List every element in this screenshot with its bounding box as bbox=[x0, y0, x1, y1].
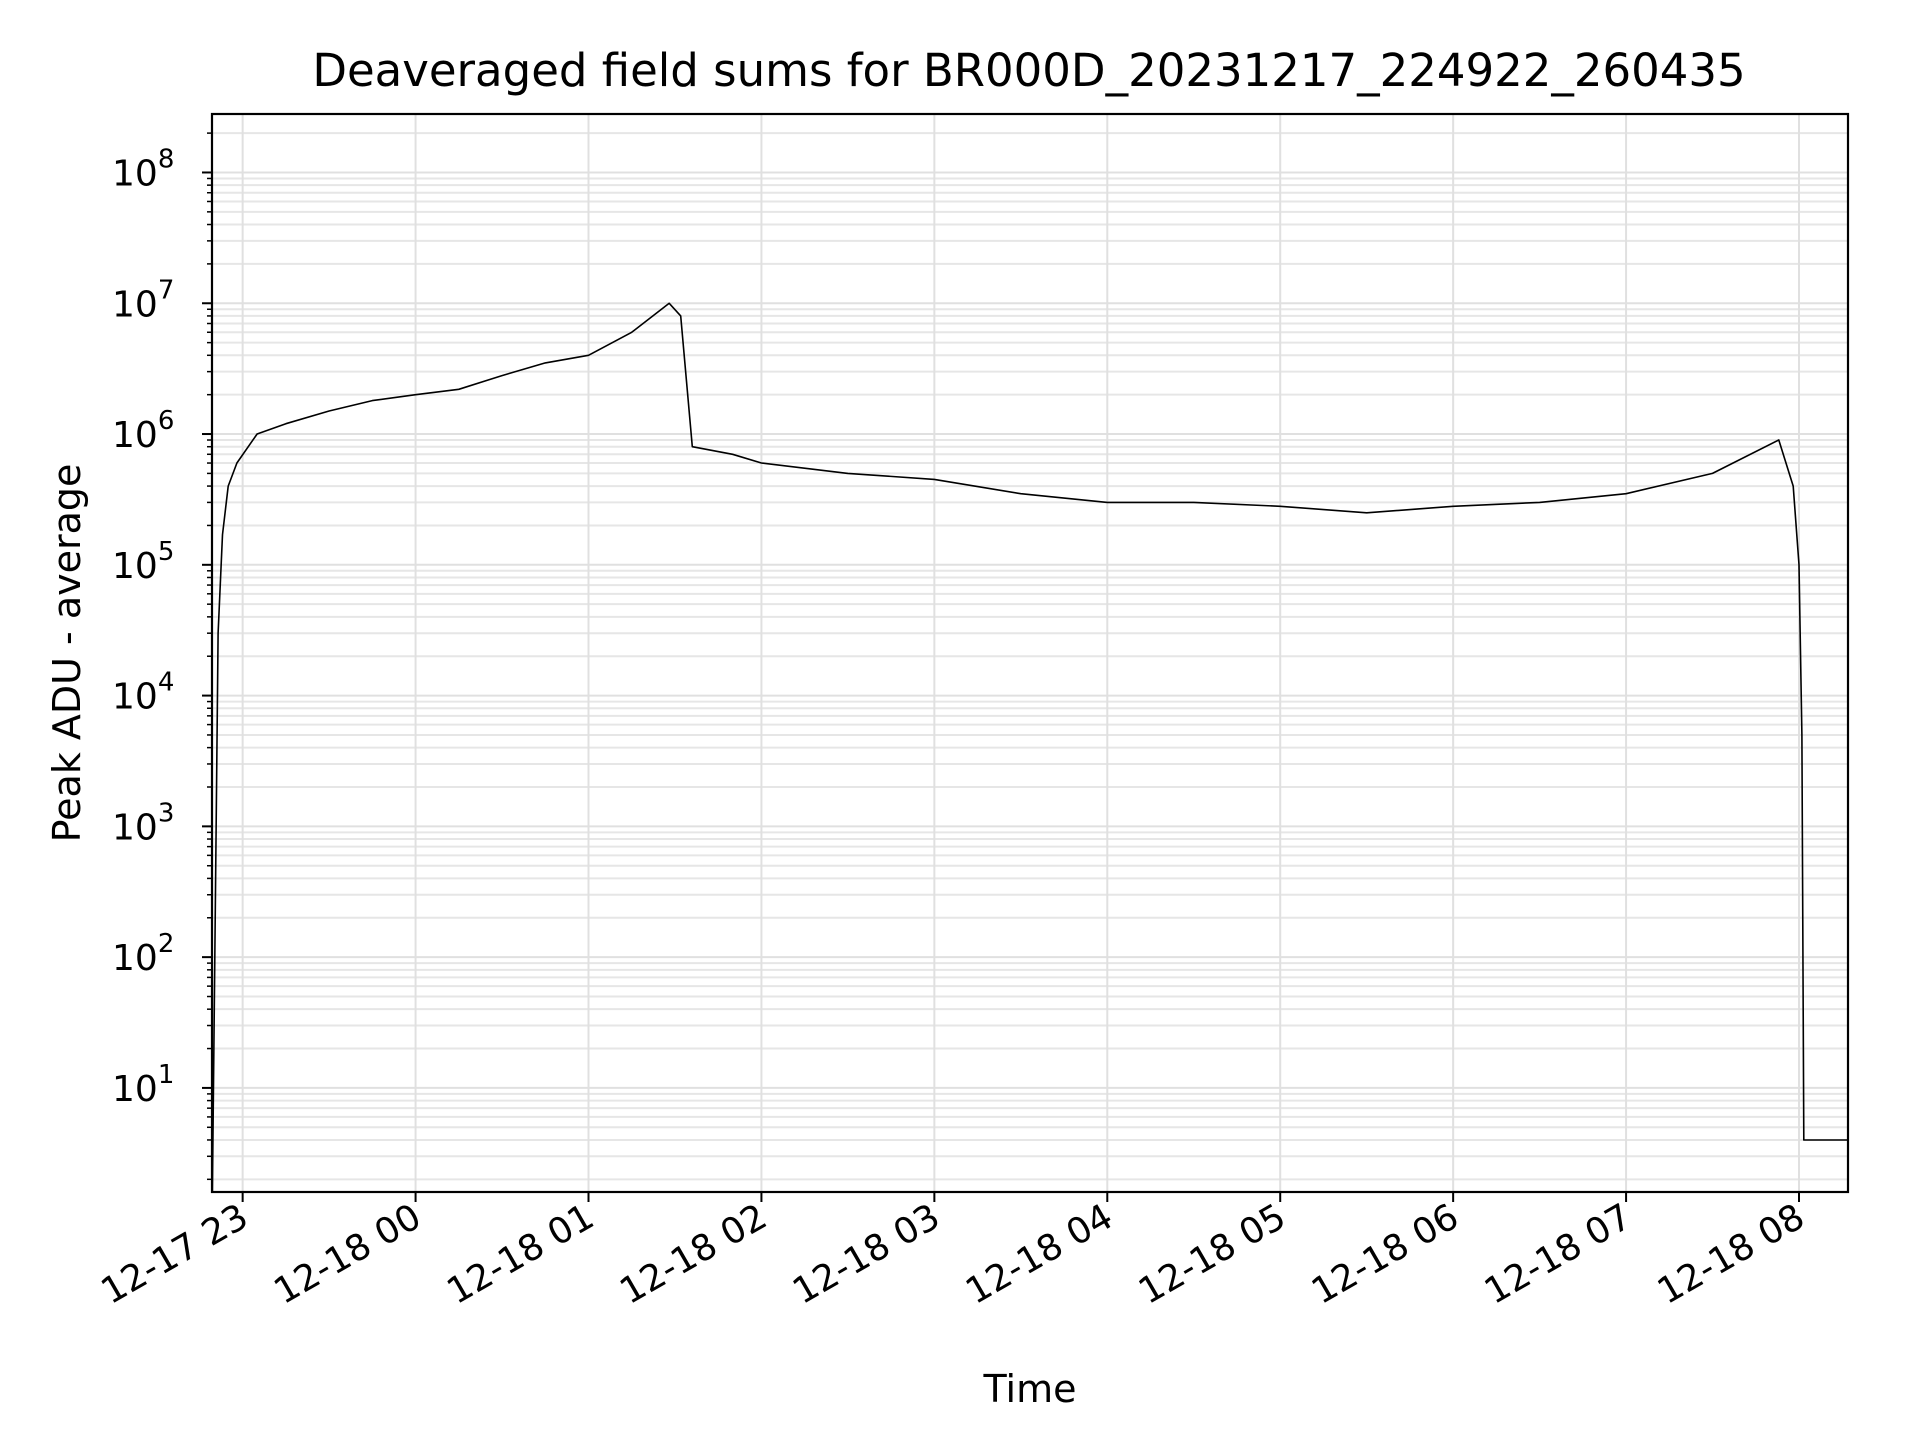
y-tick-label: 101 bbox=[112, 1060, 174, 1110]
y-axis: 101 102 103 104 105 106 107 108 bbox=[112, 132, 212, 1181]
y-tick-label: 103 bbox=[112, 798, 174, 848]
y-tick-label: 106 bbox=[112, 406, 174, 456]
plot-frame bbox=[210, 112, 1850, 1194]
y-tick-label: 102 bbox=[112, 929, 174, 979]
y-tick-label: 104 bbox=[112, 668, 174, 718]
grid bbox=[212, 114, 1848, 1192]
y-axis-label: Peak ADU - average bbox=[45, 464, 89, 843]
plot-line-group bbox=[211, 302, 1848, 1193]
y-tick-label: 105 bbox=[112, 537, 174, 587]
y-tick-label: 108 bbox=[112, 144, 174, 194]
y-tick-label: 107 bbox=[112, 275, 174, 325]
chart-title: Deaveraged field sums for BR000D_2023121… bbox=[312, 44, 1745, 97]
x-axis-label: Time bbox=[983, 1367, 1077, 1411]
series-line bbox=[211, 302, 1848, 1193]
